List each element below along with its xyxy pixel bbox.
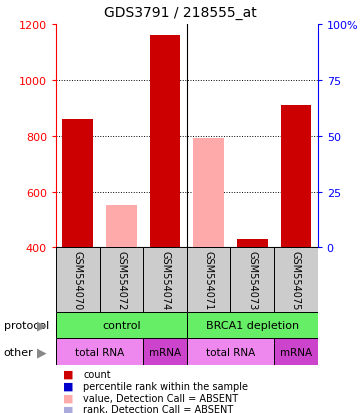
Bar [106,206,137,248]
Bar [274,339,318,366]
Bar [193,139,224,248]
Bar [56,339,143,366]
Text: control: control [102,320,141,330]
Text: ■: ■ [63,369,74,379]
Text: ▶: ▶ [37,346,46,358]
Text: percentile rank within the sample: percentile rank within the sample [83,381,248,391]
Bar [150,36,180,248]
Bar [143,339,187,366]
Text: GSM554072: GSM554072 [116,250,126,309]
Text: BRCA1 depletion: BRCA1 depletion [206,320,299,330]
Text: value, Detection Call = ABSENT: value, Detection Call = ABSENT [83,393,238,403]
Text: mRNA: mRNA [149,347,181,357]
Text: ▶: ▶ [37,319,46,332]
Bar [230,248,274,312]
Text: rank, Detection Call = ABSENT: rank, Detection Call = ABSENT [83,404,233,413]
Text: ■: ■ [63,381,74,391]
Text: total RNA: total RNA [206,347,255,357]
Text: count: count [83,369,111,379]
Bar [280,106,311,248]
Bar [56,248,100,312]
Text: GSM554074: GSM554074 [160,250,170,309]
Text: mRNA: mRNA [280,347,312,357]
Bar [274,248,318,312]
Bar [100,248,143,312]
Text: total RNA: total RNA [75,347,124,357]
Text: other: other [4,347,33,357]
Bar [187,339,274,366]
Text: GSM554071: GSM554071 [204,250,214,309]
Bar [187,248,230,312]
Text: GSM554075: GSM554075 [291,250,301,309]
Bar [187,312,318,339]
Bar [143,248,187,312]
Bar [56,312,187,339]
Text: ■: ■ [63,404,74,413]
Text: ■: ■ [63,393,74,403]
Bar [62,120,93,248]
Text: GSM554073: GSM554073 [247,250,257,309]
Text: GSM554070: GSM554070 [73,250,83,309]
Bar [237,240,268,248]
Text: GDS3791 / 218555_at: GDS3791 / 218555_at [104,6,257,20]
Text: protocol: protocol [4,320,49,330]
